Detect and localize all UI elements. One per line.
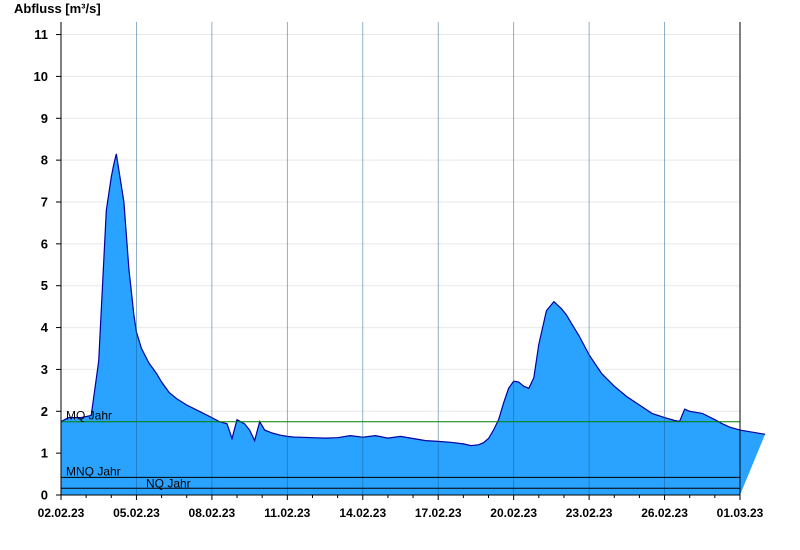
y-tick-label: 9 [41, 111, 48, 126]
discharge-line [60, 153, 766, 447]
y-tick-label: 8 [41, 153, 48, 168]
x-tick-label: 20.02.23 [490, 506, 537, 520]
y-tick-label: 7 [41, 194, 48, 209]
reference-line-label: MNQ Jahr [66, 464, 121, 478]
y-tick-label: 3 [41, 362, 48, 377]
x-tick-label: 08.02.23 [189, 506, 236, 520]
y-tick-label: 4 [41, 320, 49, 335]
x-tick-label: 01.03.23 [717, 506, 764, 520]
x-tick-label: 05.02.23 [113, 506, 160, 520]
y-tick-label: 1 [41, 446, 48, 461]
reference-line-label: MQ Jahr [66, 409, 112, 423]
x-tick-label: 17.02.23 [415, 506, 462, 520]
x-tick-label: 26.02.23 [641, 506, 688, 520]
x-tick-label: 11.02.23 [264, 506, 310, 520]
y-tick-label: 11 [34, 27, 48, 42]
y-axis-label: Abfluss [m³/s] [14, 1, 101, 16]
x-tick-label: 14.02.23 [339, 506, 386, 520]
discharge-area [61, 153, 766, 495]
reference-line-label: NQ Jahr [146, 476, 191, 490]
y-tick-label: 2 [41, 404, 48, 419]
y-tick-label: 0 [41, 488, 48, 503]
x-tick-label: 02.02.23 [38, 506, 85, 520]
x-tick-label: 23.02.23 [566, 506, 613, 520]
y-tick-label: 6 [41, 236, 48, 251]
y-tick-label: 10 [34, 69, 48, 84]
y-tick-label: 5 [41, 278, 48, 293]
